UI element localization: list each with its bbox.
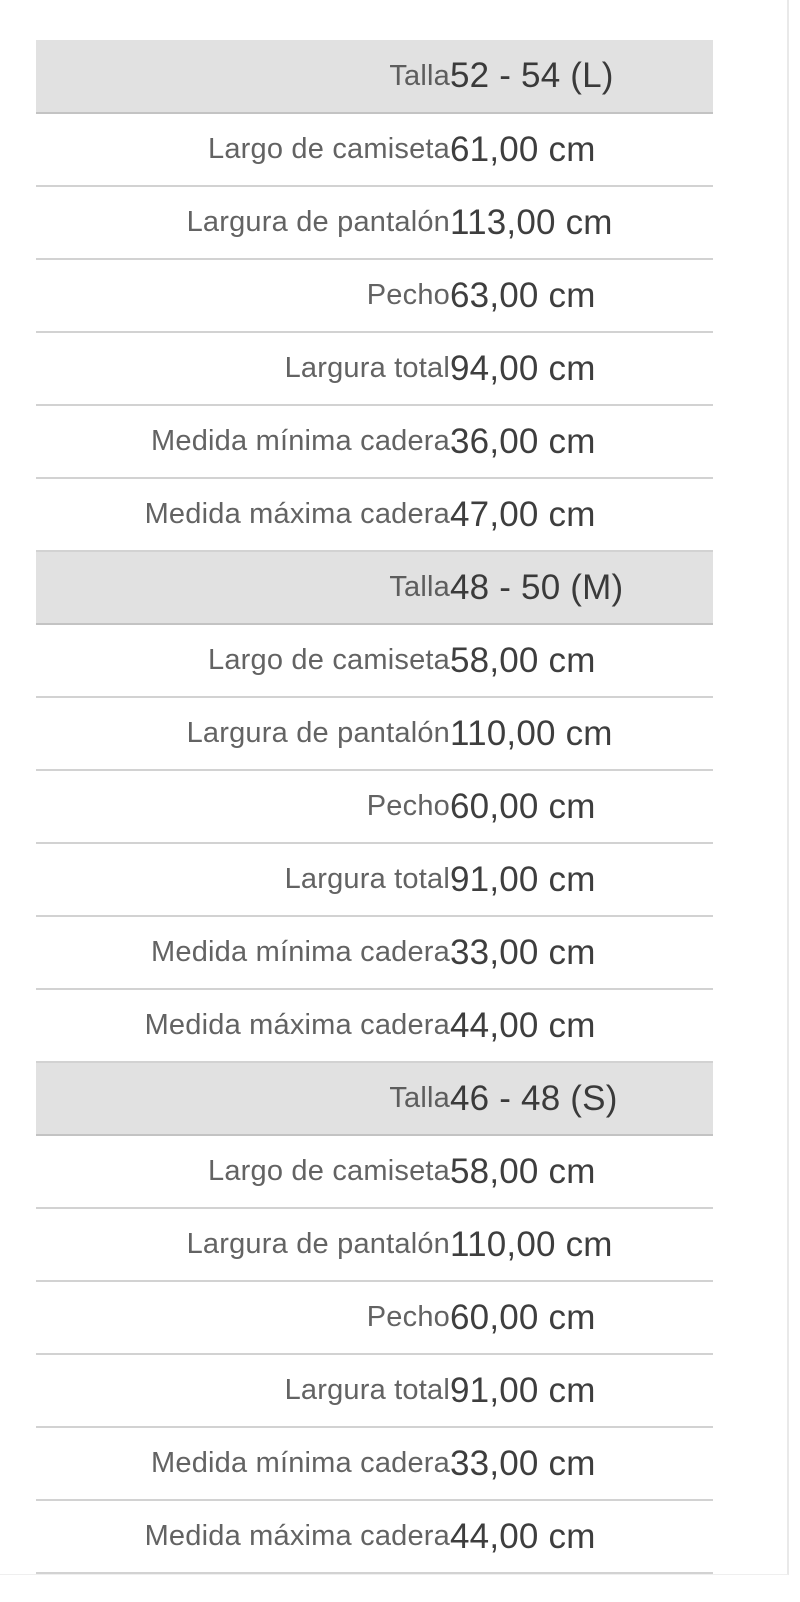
measurement-value: 58,00 cm [450,1135,713,1209]
measurement-value: 44,00 cm [450,1500,713,1574]
measurement-row: Largura de pantalón 110,00 cm [36,1208,713,1282]
measurement-row: Medida máxima cadera 47,00 cm [36,478,713,552]
measurement-row: Pecho 63,00 cm [36,259,713,333]
measurement-label: Largura de pantalón [36,1208,450,1282]
measurement-label: Medida mínima cadera [36,1427,450,1501]
measurement-row: Largura total 94,00 cm [36,332,713,406]
measurement-label: Pecho [36,770,450,844]
measurement-row: Largura total 91,00 cm [36,1354,713,1428]
size-group-header-label: Talla [36,1062,450,1136]
measurement-value: 33,00 cm [450,1427,713,1501]
measurement-row: Largo de camiseta 58,00 cm [36,624,713,698]
measurement-value: 36,00 cm [450,405,713,479]
measurement-value: 113,00 cm [450,186,713,260]
measurement-value: 44,00 cm [450,989,713,1063]
measurement-label: Medida máxima cadera [36,478,450,552]
size-group-header-value: 52 - 54 (L) [450,40,713,114]
measurement-label: Pecho [36,259,450,333]
measurement-row: Medida mínima cadera 36,00 cm [36,405,713,479]
measurement-label: Largo de camiseta [36,113,450,187]
size-spec-table: Talla 52 - 54 (L) Largo de camiseta 61,00 c… [36,40,713,1574]
measurement-value: 94,00 cm [450,332,713,406]
size-spec-table-body: Talla 52 - 54 (L) Largo de camiseta 61,00 c… [36,40,713,1574]
measurement-value: 47,00 cm [450,478,713,552]
measurement-row: Medida máxima cadera 44,00 cm [36,1500,713,1574]
measurement-value: 110,00 cm [450,697,713,771]
measurement-value: 58,00 cm [450,624,713,698]
size-group-header-row: Talla 46 - 48 (S) [36,1062,713,1136]
measurement-label: Largo de camiseta [36,624,450,698]
measurement-label: Largura de pantalón [36,697,450,771]
measurement-row: Pecho 60,00 cm [36,1281,713,1355]
measurement-value: 63,00 cm [450,259,713,333]
measurement-value: 60,00 cm [450,1281,713,1355]
measurement-row: Largura de pantalón 113,00 cm [36,186,713,260]
measurement-label: Largura total [36,843,450,917]
measurement-label: Largura total [36,1354,450,1428]
measurement-value: 110,00 cm [450,1208,713,1282]
size-group-header-row: Talla 48 - 50 (M) [36,551,713,625]
size-group-header-label: Talla [36,551,450,625]
size-group-header-label: Talla [36,40,450,114]
measurement-row: Largura de pantalón 110,00 cm [36,697,713,771]
measurement-label: Medida mínima cadera [36,405,450,479]
measurement-row: Largo de camiseta 61,00 cm [36,113,713,187]
size-group-header-row: Talla 52 - 54 (L) [36,40,713,114]
product-specs-panel: Talla 52 - 54 (L) Largo de camiseta 61,00 c… [0,0,789,1575]
measurement-value: 33,00 cm [450,916,713,990]
size-group-header-value: 48 - 50 (M) [450,551,713,625]
measurement-label: Medida máxima cadera [36,1500,450,1574]
measurement-label: Pecho [36,1281,450,1355]
measurement-value: 61,00 cm [450,113,713,187]
measurement-row: Largura total 91,00 cm [36,843,713,917]
size-group-header-value: 46 - 48 (S) [450,1062,713,1136]
measurement-value: 60,00 cm [450,770,713,844]
measurement-label: Largura de pantalón [36,186,450,260]
measurement-label: Medida mínima cadera [36,916,450,990]
measurement-row: Medida mínima cadera 33,00 cm [36,1427,713,1501]
measurement-value: 91,00 cm [450,1354,713,1428]
measurement-row: Largo de camiseta 58,00 cm [36,1135,713,1209]
measurement-row: Pecho 60,00 cm [36,770,713,844]
measurement-row: Medida máxima cadera 44,00 cm [36,989,713,1063]
measurement-label: Largo de camiseta [36,1135,450,1209]
measurement-label: Largura total [36,332,450,406]
measurement-label: Medida máxima cadera [36,989,450,1063]
measurement-value: 91,00 cm [450,843,713,917]
measurement-row: Medida mínima cadera 33,00 cm [36,916,713,990]
